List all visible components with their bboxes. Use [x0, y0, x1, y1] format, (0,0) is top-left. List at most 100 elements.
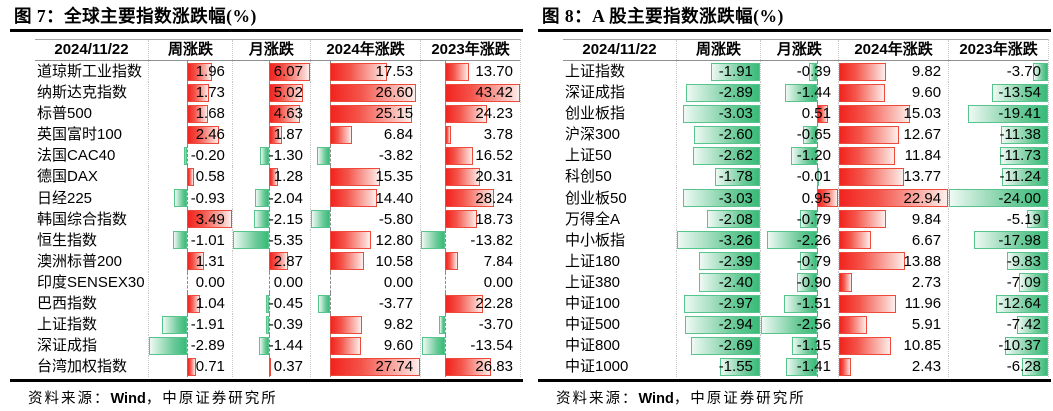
data-bar — [329, 315, 362, 334]
value-cell: 14.40 — [309, 187, 420, 209]
value-text: 0.95 — [801, 189, 831, 207]
source-wind: Wind — [638, 391, 674, 408]
value-cell: -0.45 — [231, 293, 310, 315]
date-header-cell: 2024/11/22 — [582, 41, 657, 58]
axis-line — [444, 229, 446, 251]
value-text: 5.91 — [911, 316, 942, 334]
column-header-cell: 月涨跌 — [759, 40, 838, 60]
data-bar — [444, 104, 487, 123]
table-row: 法国CAC40 -0.20 -1.30 -3.82 16.52 — [35, 145, 520, 167]
value-cell: -1.44 — [231, 335, 310, 357]
data-bar — [707, 210, 760, 229]
data-bar — [329, 125, 353, 144]
value-cell: -3.82 — [309, 145, 420, 167]
value-cell: -11.38 — [948, 124, 1048, 146]
value-cell: -24.00 — [948, 187, 1048, 209]
value-text: -0.20 — [190, 147, 225, 165]
index-label: 中证800 — [565, 337, 621, 355]
value-cell: -11.24 — [948, 166, 1048, 188]
value-text: 24.23 — [475, 105, 513, 123]
value-cell: 0.00 — [420, 271, 520, 294]
table-row: 中证1000 -1.55 -1.41 2.43 -6.28 — [563, 356, 1048, 378]
value-cell: -0.20 — [148, 145, 232, 167]
data-bar — [329, 62, 387, 81]
table-row: 日经225 -0.93 -2.04 14.40 28.24 — [35, 187, 520, 209]
data-bar — [838, 167, 905, 187]
data-bar — [317, 146, 330, 165]
value-text: 13.77 — [903, 168, 942, 186]
title-rule — [538, 29, 1051, 32]
value-cell: -0.93 — [148, 187, 232, 209]
value-text: 43.42 — [475, 84, 513, 102]
value-cell: 12.67 — [837, 124, 948, 146]
data-bar — [686, 83, 760, 102]
data-bar — [329, 336, 362, 355]
data-bar — [317, 294, 330, 313]
value-text: 13.88 — [903, 252, 942, 270]
data-bar — [838, 336, 891, 355]
table-row: 万得全A -2.08 -0.79 9.84 -5.19 — [563, 208, 1048, 230]
value-text: -0.65 — [796, 126, 831, 144]
value-text: -1.44 — [268, 337, 303, 355]
value-text: -1.91 — [190, 316, 225, 334]
table-row: 创业板指 -3.03 0.51 15.03 -19.41 — [563, 103, 1048, 125]
value-cell: -1.78 — [676, 166, 760, 188]
data-bar — [174, 189, 187, 208]
axis-line — [268, 335, 270, 357]
axis-line — [817, 208, 819, 230]
value-cell: -2.56 — [759, 314, 838, 336]
data-bar — [791, 336, 818, 355]
data-bar — [183, 146, 187, 165]
value-cell: 6.84 — [309, 124, 420, 146]
value-text: 11.96 — [904, 295, 942, 313]
value-text: 10.85 — [903, 337, 942, 355]
data-bar — [817, 104, 829, 123]
value-text: -1.30 — [268, 147, 303, 165]
data-bar — [790, 146, 818, 165]
index-label: 法国CAC40 — [37, 147, 116, 165]
table-header-row: 2024/11/22 周涨跌 月涨跌 2024年涨跌 2023年涨跌 — [35, 39, 520, 61]
axis-line — [186, 187, 188, 209]
value-text: -2.56 — [796, 316, 831, 334]
data-bar — [838, 252, 905, 271]
data-bar — [310, 210, 330, 229]
value-text: 13.70 — [475, 63, 513, 80]
index-label: 上证180 — [565, 252, 621, 270]
data-bar — [329, 231, 372, 250]
value-text: -17.98 — [998, 231, 1041, 249]
table-row: 巴西指数 1.04 -0.45 -3.77 22.28 — [35, 293, 520, 315]
data-bar — [268, 125, 282, 144]
value-cell: -2.04 — [231, 187, 310, 209]
table-row: 科创50 -1.78 -0.01 13.77 -11.24 — [563, 166, 1048, 188]
value-cell: -2.89 — [148, 335, 232, 357]
value-cell: 24.23 — [420, 103, 520, 125]
value-text: -1.55 — [718, 358, 753, 376]
value-text: 0.00 — [383, 273, 414, 291]
table-header-row: 2024/11/22 周涨跌 月涨跌 2024年涨跌 2023年涨跌 — [563, 39, 1048, 61]
axis-line — [817, 335, 819, 357]
value-cell: -17.98 — [948, 229, 1048, 251]
data-bar — [186, 104, 209, 123]
table-row: 中证100 -2.97 -1.51 11.96 -12.64 — [563, 293, 1048, 315]
value-text: -2.04 — [268, 189, 303, 207]
data-bar — [268, 104, 301, 123]
data-bar — [797, 273, 818, 292]
value-cell: 3.49 — [148, 208, 232, 230]
value-cell: 26.60 — [309, 82, 420, 104]
index-label: 中证1000 — [565, 358, 629, 376]
table-row: 德国DAX 0.58 1.28 15.35 20.31 — [35, 166, 520, 188]
figure-8-title: 图 8：A 股主要指数涨跌幅(%) — [542, 6, 784, 26]
value-cell: 3.78 — [420, 124, 520, 146]
value-cell: 1.73 — [148, 82, 232, 104]
data-bar — [838, 125, 900, 144]
index-label: 澳洲标普200 — [37, 252, 123, 270]
value-cell: -2.08 — [676, 208, 760, 230]
index-label: 深证成指 — [37, 337, 98, 355]
value-cell: -1.20 — [759, 145, 838, 167]
value-text: -7.42 — [1006, 316, 1041, 334]
value-cell: 9.82 — [837, 61, 948, 83]
value-text: 11.84 — [904, 147, 942, 165]
value-text: -3.77 — [378, 295, 414, 313]
value-cell: 0.00 — [309, 271, 420, 294]
value-text: -7.09 — [1006, 273, 1041, 291]
